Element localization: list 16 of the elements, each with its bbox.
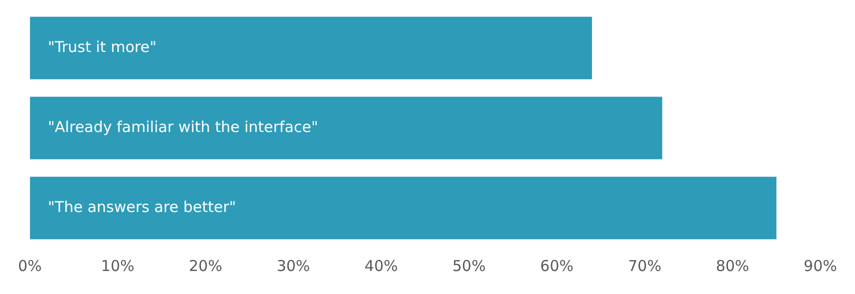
- y-tick-label: "The answers are better": [48, 198, 236, 216]
- bar: [30, 96, 662, 160]
- x-tick-label: 40%: [364, 256, 398, 275]
- x-tick-label: 20%: [188, 256, 222, 275]
- x-tick-label: 30%: [276, 256, 310, 275]
- x-tick-label: 60%: [540, 256, 574, 275]
- y-tick-label: "Trust it more": [48, 38, 156, 56]
- x-tick-label: 50%: [452, 256, 486, 275]
- bar: [30, 16, 592, 80]
- x-tick-label: 80%: [716, 256, 750, 275]
- bar: [30, 176, 776, 240]
- x-tick-label: 10%: [101, 256, 134, 275]
- y-tick-label: "Already familiar with the interface": [48, 118, 318, 136]
- x-tick-label: 70%: [628, 256, 662, 275]
- x-tick-label: 0%: [18, 256, 42, 275]
- x-tick-label: 90%: [804, 256, 837, 275]
